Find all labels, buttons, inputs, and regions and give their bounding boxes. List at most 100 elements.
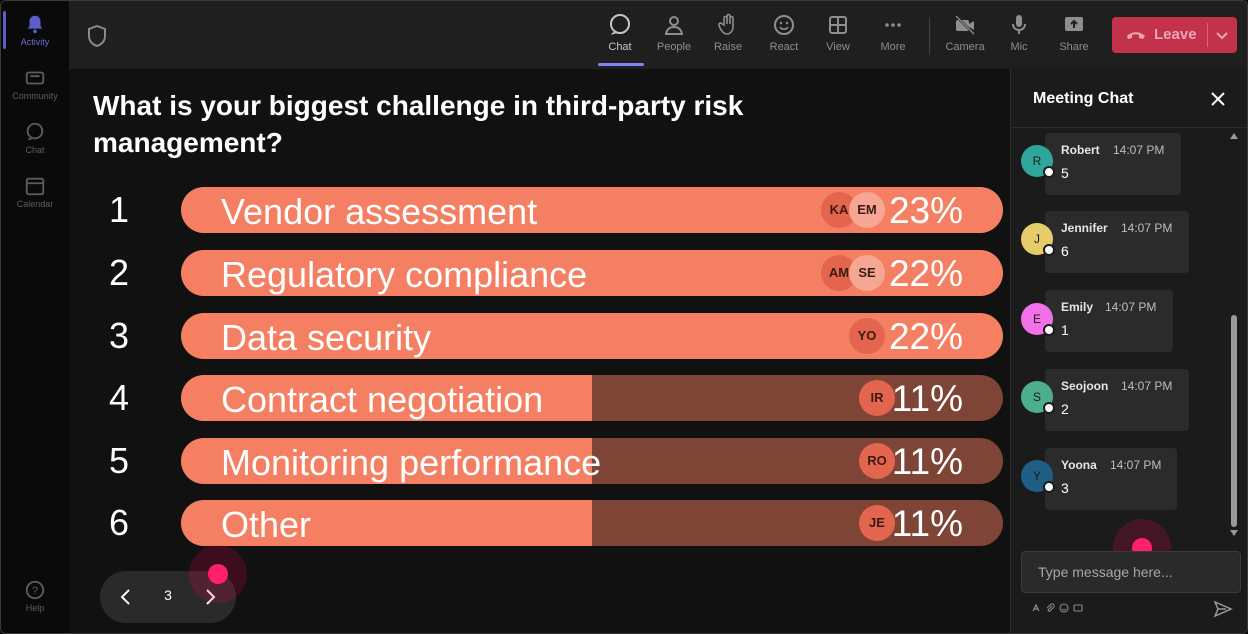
option-bar: Data security YO 22% bbox=[181, 313, 1003, 359]
rail-item-label: Activity bbox=[20, 37, 50, 47]
rail-item-activity[interactable]: Activity bbox=[1, 13, 69, 47]
format-icon[interactable] bbox=[1031, 603, 1041, 613]
option-label: Vendor assessment bbox=[221, 191, 538, 232]
leave-button[interactable]: Leave bbox=[1112, 17, 1237, 53]
poll-option-row: 4 Contract negotiation IR 11% bbox=[69, 375, 1010, 421]
option-number: 3 bbox=[108, 315, 130, 356]
voter-avatar: SE bbox=[849, 255, 885, 291]
emoji-icon[interactable] bbox=[1059, 603, 1069, 613]
toolbar-camera-button[interactable]: Camera bbox=[938, 11, 992, 63]
avatar-initial: S bbox=[1032, 390, 1041, 404]
toolbar-chat-button[interactable]: Chat bbox=[593, 11, 647, 63]
poll-option-row: 6 Other JE 11% bbox=[69, 500, 1010, 546]
chat-scrollbar[interactable] bbox=[1227, 129, 1241, 541]
toolbar-share-button[interactable]: Share bbox=[1047, 11, 1101, 63]
calendar-icon bbox=[25, 177, 45, 196]
cursor-indicator bbox=[189, 545, 247, 603]
meeting-toolbar: Chat People Raise React View More Camera bbox=[69, 1, 1247, 69]
avatar-initial: J bbox=[1034, 232, 1040, 246]
option-bar: Vendor assessment KA EM 23% bbox=[181, 187, 1003, 233]
toolbar-button-label: React bbox=[769, 41, 799, 53]
chat-message: Jennifer 14:07 PM 6 bbox=[1045, 211, 1189, 273]
toolbar-more-button[interactable]: More bbox=[866, 11, 920, 63]
message-time: 14:07 PM bbox=[1105, 300, 1157, 314]
voter-avatar: JE bbox=[859, 505, 895, 541]
gif-icon[interactable] bbox=[1073, 603, 1083, 613]
scroll-up-icon[interactable] bbox=[1230, 132, 1238, 140]
rail-item-community[interactable]: Community bbox=[1, 67, 69, 101]
toolbar-button-label: Share bbox=[1059, 41, 1089, 53]
option-bar: Other JE 11% bbox=[181, 500, 1003, 546]
voter-avatar: YO bbox=[849, 318, 885, 354]
option-bar: Monitoring performance RO 11% bbox=[181, 438, 1003, 484]
toolbar-button-label: Chat bbox=[608, 41, 632, 53]
bell-icon bbox=[27, 15, 43, 34]
rail-item-label: Community bbox=[12, 91, 58, 101]
rail-item-label: Calendar bbox=[16, 199, 54, 209]
poll-option-row: 5 Monitoring performance RO 11% bbox=[69, 438, 1010, 484]
community-icon bbox=[25, 71, 45, 85]
message-text: 1 bbox=[1061, 322, 1069, 338]
toolbar-button-label: Mic bbox=[1010, 41, 1028, 53]
avatar-initial: E bbox=[1032, 312, 1041, 326]
chat-message-input[interactable] bbox=[1021, 551, 1241, 593]
chat-icon bbox=[26, 122, 44, 141]
chevron-down-icon[interactable] bbox=[1214, 27, 1230, 43]
send-icon[interactable] bbox=[1213, 599, 1233, 619]
option-bar-fill bbox=[181, 438, 592, 484]
leave-button-label: Leave bbox=[1154, 26, 1197, 43]
chat-title: Meeting Chat bbox=[1033, 90, 1134, 107]
toolbar-button-label: Raise bbox=[713, 41, 743, 53]
toolbar-view-button[interactable]: View bbox=[811, 11, 865, 63]
rail-item-help[interactable]: ? Help bbox=[1, 579, 69, 613]
avatar-initial: Y bbox=[1032, 469, 1041, 483]
message-sender: Emily bbox=[1061, 300, 1094, 314]
chevron-right-icon[interactable] bbox=[200, 587, 220, 607]
rail-item-calendar[interactable]: Calendar bbox=[1, 175, 69, 209]
message-time: 14:07 PM bbox=[1110, 458, 1162, 472]
rail-item-chat[interactable]: Chat bbox=[1, 121, 69, 155]
scroll-down-icon[interactable] bbox=[1230, 529, 1238, 537]
option-percent: 22% bbox=[888, 253, 963, 294]
chat-message: Emily 14:07 PM 1 bbox=[1045, 290, 1173, 352]
toolbar-button-label: People bbox=[656, 41, 692, 53]
presence-dot bbox=[1043, 324, 1055, 336]
toolbar-react-button[interactable]: React bbox=[757, 11, 811, 63]
option-percent: 22% bbox=[888, 316, 963, 357]
option-percent: 11% bbox=[891, 378, 963, 419]
message-text: 5 bbox=[1061, 165, 1069, 181]
option-bar: Regulatory compliance AM SE 22% bbox=[181, 250, 1003, 296]
message-sender: Yoona bbox=[1061, 458, 1097, 472]
close-icon[interactable] bbox=[1209, 90, 1227, 108]
leave-button-divider bbox=[1207, 23, 1208, 47]
avatar: S bbox=[1021, 381, 1055, 414]
attach-icon[interactable] bbox=[1045, 603, 1055, 613]
voter-avatar: EM bbox=[849, 192, 885, 228]
chevron-left-icon[interactable] bbox=[116, 587, 136, 607]
avatar: E bbox=[1021, 303, 1055, 336]
chat-divider bbox=[1011, 127, 1247, 128]
poll-option-row: 2 Regulatory compliance AM SE 22% bbox=[69, 250, 1010, 296]
left-rail: Activity Community Chat Calendar ? Help bbox=[1, 1, 69, 633]
help-icon: ? bbox=[25, 580, 45, 600]
option-label: Monitoring performance bbox=[221, 442, 602, 483]
option-number: 4 bbox=[108, 377, 130, 418]
toolbar-raise-button[interactable]: Raise bbox=[701, 11, 755, 63]
message-text: 3 bbox=[1061, 480, 1069, 496]
phone-hangup-icon bbox=[1127, 32, 1145, 39]
message-time: 14:07 PM bbox=[1113, 143, 1165, 157]
voter-avatar: IR bbox=[859, 380, 895, 416]
toolbar-mic-button[interactable]: Mic bbox=[992, 11, 1046, 63]
option-number: 6 bbox=[108, 502, 130, 543]
toolbar-separator bbox=[929, 17, 930, 55]
message-text: 2 bbox=[1061, 401, 1069, 417]
scrollbar-thumb[interactable] bbox=[1231, 315, 1237, 527]
option-bar-fill bbox=[181, 375, 592, 421]
rail-active-indicator bbox=[3, 11, 6, 49]
toolbar-people-button[interactable]: People bbox=[647, 11, 701, 63]
message-sender: Jennifer bbox=[1061, 221, 1108, 235]
option-label: Contract negotiation bbox=[221, 379, 544, 420]
poll-option-row: 3 Data security YO 22% bbox=[69, 313, 1010, 359]
avatar: Y bbox=[1021, 460, 1055, 493]
page-number: 3 bbox=[164, 587, 172, 603]
